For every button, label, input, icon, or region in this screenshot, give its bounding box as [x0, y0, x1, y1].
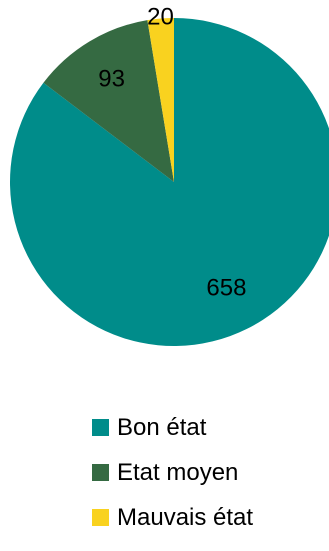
legend-item-etat-moyen: Etat moyen — [92, 459, 253, 486]
pie-chart-svg: 658 93 20 — [10, 4, 329, 346]
data-label-etat-moyen: 93 — [98, 65, 125, 92]
legend-label-mauvais-etat: Mauvais état — [117, 504, 254, 531]
pie-data-labels: 658 93 20 — [98, 4, 246, 302]
pie-slices — [10, 18, 329, 346]
legend-item-mauvais-etat: Mauvais état — [92, 504, 254, 531]
pie-slice-bon-etat — [10, 18, 329, 346]
legend-swatch-mauvais-etat — [92, 509, 109, 526]
legend: Bon état Etat moyen Mauvais état — [92, 416, 253, 551]
legend-item-bon-etat: Bon état — [92, 414, 253, 441]
data-label-bon-etat: 658 — [206, 275, 246, 302]
legend-swatch-etat-moyen — [92, 464, 109, 481]
data-label-mauvais-etat: 20 — [147, 4, 174, 31]
pie-chart: 658 93 20 Bon état Etat moyen Mauvais état — [10, 4, 329, 530]
legend-label-bon-etat: Bon état — [117, 414, 207, 441]
pie-slice-mauvais-etat — [147, 18, 174, 182]
legend-label-etat-moyen: Etat moyen — [117, 459, 239, 486]
pie-slice-etat-moyen — [43, 20, 175, 182]
legend-swatch-bon-etat — [92, 419, 109, 436]
